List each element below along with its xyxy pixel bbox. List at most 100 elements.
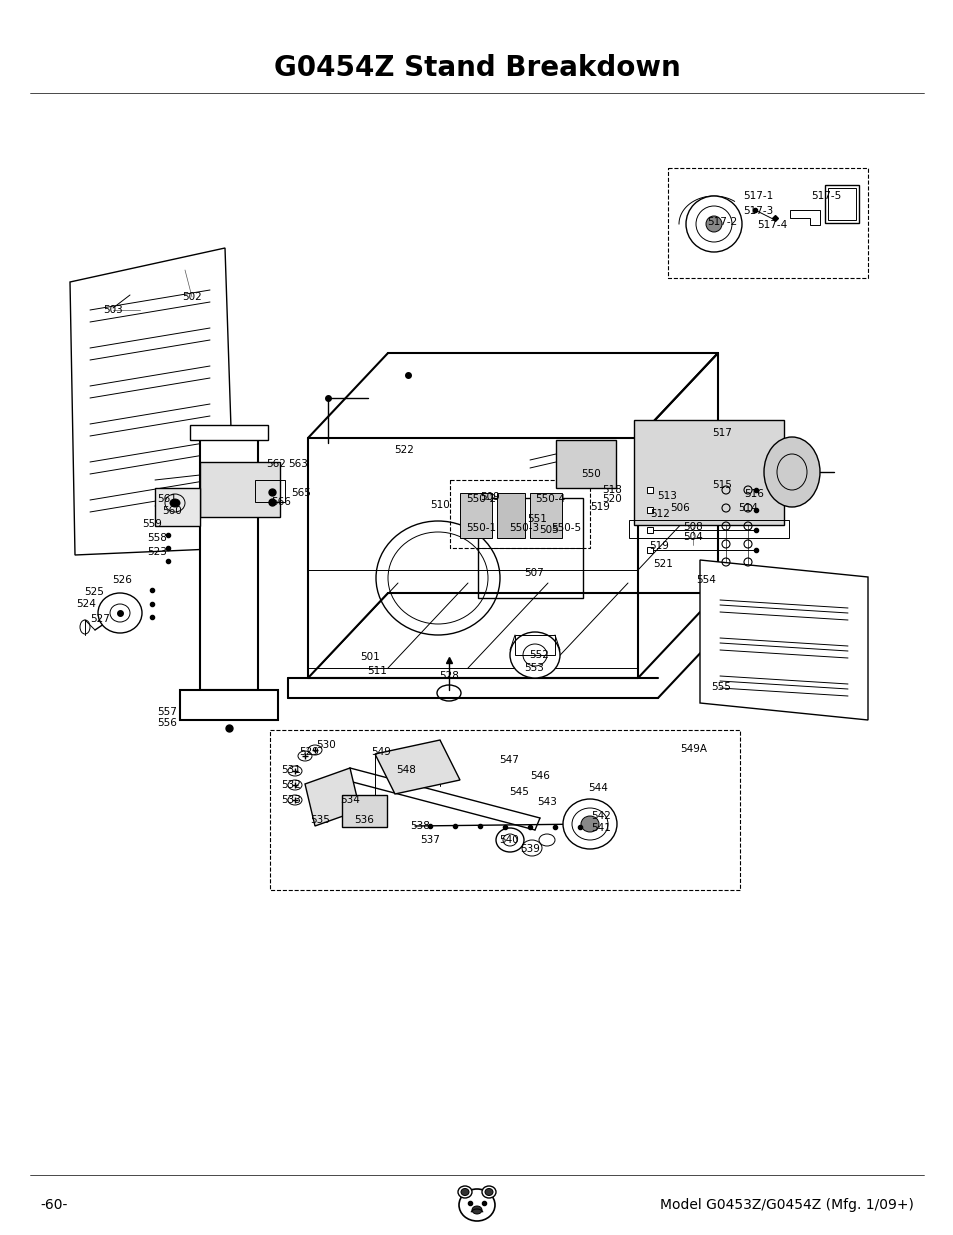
Ellipse shape — [763, 437, 820, 508]
Ellipse shape — [484, 1188, 493, 1195]
Text: 553: 553 — [523, 663, 543, 673]
Text: 517-5: 517-5 — [810, 191, 841, 201]
Text: 501: 501 — [359, 652, 379, 662]
Bar — [530, 493, 561, 538]
Bar — [515, 635, 555, 655]
Text: 549: 549 — [371, 747, 391, 757]
Bar — [477, 498, 582, 598]
Text: 536: 536 — [354, 815, 374, 825]
Text: 513: 513 — [657, 492, 677, 501]
Text: 525: 525 — [84, 587, 104, 597]
Text: 566: 566 — [271, 496, 291, 508]
Bar — [628, 520, 788, 538]
Bar — [180, 690, 277, 720]
Text: 558: 558 — [147, 534, 167, 543]
Text: 506: 506 — [669, 503, 689, 513]
Ellipse shape — [98, 593, 142, 634]
Text: 518: 518 — [601, 485, 621, 495]
Polygon shape — [305, 768, 359, 826]
Text: 550: 550 — [580, 469, 600, 479]
Text: 561: 561 — [157, 494, 176, 504]
Text: -60-: -60- — [40, 1198, 68, 1212]
Bar — [270, 730, 740, 890]
Ellipse shape — [170, 499, 180, 508]
Text: 517-2: 517-2 — [706, 217, 737, 227]
Text: 539: 539 — [519, 844, 539, 853]
Text: 507: 507 — [523, 568, 543, 578]
Text: 547: 547 — [498, 755, 518, 764]
Bar — [459, 493, 492, 538]
Text: 548: 548 — [395, 764, 416, 776]
Text: 556: 556 — [157, 718, 176, 727]
Polygon shape — [700, 559, 867, 720]
Ellipse shape — [562, 799, 617, 848]
Ellipse shape — [460, 1188, 469, 1195]
Text: 517-4: 517-4 — [756, 220, 786, 230]
Text: 560: 560 — [162, 506, 182, 516]
Text: 509: 509 — [479, 492, 499, 501]
Polygon shape — [70, 248, 234, 555]
Ellipse shape — [580, 816, 598, 832]
Text: 524: 524 — [76, 599, 96, 609]
Text: 550-1: 550-1 — [465, 522, 496, 534]
Text: 510: 510 — [430, 500, 450, 510]
Text: 528: 528 — [438, 671, 458, 680]
Text: 511: 511 — [367, 666, 387, 676]
Text: 565: 565 — [291, 488, 311, 498]
Ellipse shape — [457, 1186, 472, 1198]
Text: 520: 520 — [601, 494, 621, 504]
Text: 537: 537 — [419, 835, 439, 845]
Bar — [254, 480, 285, 501]
Text: 504: 504 — [682, 532, 702, 542]
Text: 512: 512 — [649, 509, 669, 519]
Text: 502: 502 — [182, 291, 202, 303]
Text: G0454Z Stand Breakdown: G0454Z Stand Breakdown — [274, 54, 679, 82]
Text: 552: 552 — [529, 650, 548, 659]
Ellipse shape — [510, 632, 559, 678]
Ellipse shape — [481, 1186, 496, 1198]
Text: 534: 534 — [339, 795, 359, 805]
Bar — [154, 488, 200, 526]
Text: 526: 526 — [112, 576, 132, 585]
Bar — [556, 440, 616, 488]
Text: 521: 521 — [653, 559, 672, 569]
Ellipse shape — [472, 1207, 481, 1214]
Bar — [667, 168, 867, 278]
Text: 519: 519 — [648, 541, 668, 551]
Text: 562: 562 — [266, 459, 286, 469]
Ellipse shape — [496, 827, 523, 852]
Text: 529: 529 — [298, 747, 318, 757]
Text: 532: 532 — [281, 781, 300, 790]
Text: 517-3: 517-3 — [742, 206, 772, 216]
Text: 508: 508 — [682, 522, 702, 532]
Text: 514: 514 — [738, 503, 757, 513]
Text: 550-2: 550-2 — [465, 494, 496, 504]
Text: 544: 544 — [587, 783, 607, 793]
Bar — [341, 795, 387, 827]
Bar — [200, 462, 280, 517]
Bar — [190, 425, 268, 440]
Text: 527: 527 — [90, 614, 110, 624]
Text: 550-3: 550-3 — [508, 522, 538, 534]
Text: 542: 542 — [591, 811, 610, 821]
Text: 517-1: 517-1 — [742, 191, 772, 201]
Ellipse shape — [458, 1189, 495, 1221]
Text: 555: 555 — [710, 682, 730, 692]
Text: 559: 559 — [142, 519, 162, 529]
Text: 505: 505 — [538, 525, 558, 535]
Text: 554: 554 — [696, 576, 715, 585]
Text: 516: 516 — [743, 489, 763, 499]
Text: 503: 503 — [103, 305, 123, 315]
Text: 535: 535 — [310, 815, 330, 825]
Text: Model G0453Z/G0454Z (Mfg. 1/09+): Model G0453Z/G0454Z (Mfg. 1/09+) — [659, 1198, 913, 1212]
Bar — [824, 185, 858, 224]
Text: 540: 540 — [498, 835, 518, 845]
Text: 541: 541 — [591, 823, 610, 832]
Text: 546: 546 — [530, 771, 549, 781]
Bar — [200, 435, 257, 690]
Text: 545: 545 — [509, 787, 528, 797]
Text: 515: 515 — [711, 480, 731, 490]
Bar — [634, 420, 783, 525]
Text: 550-4: 550-4 — [535, 494, 564, 504]
Text: 533: 533 — [281, 795, 300, 805]
